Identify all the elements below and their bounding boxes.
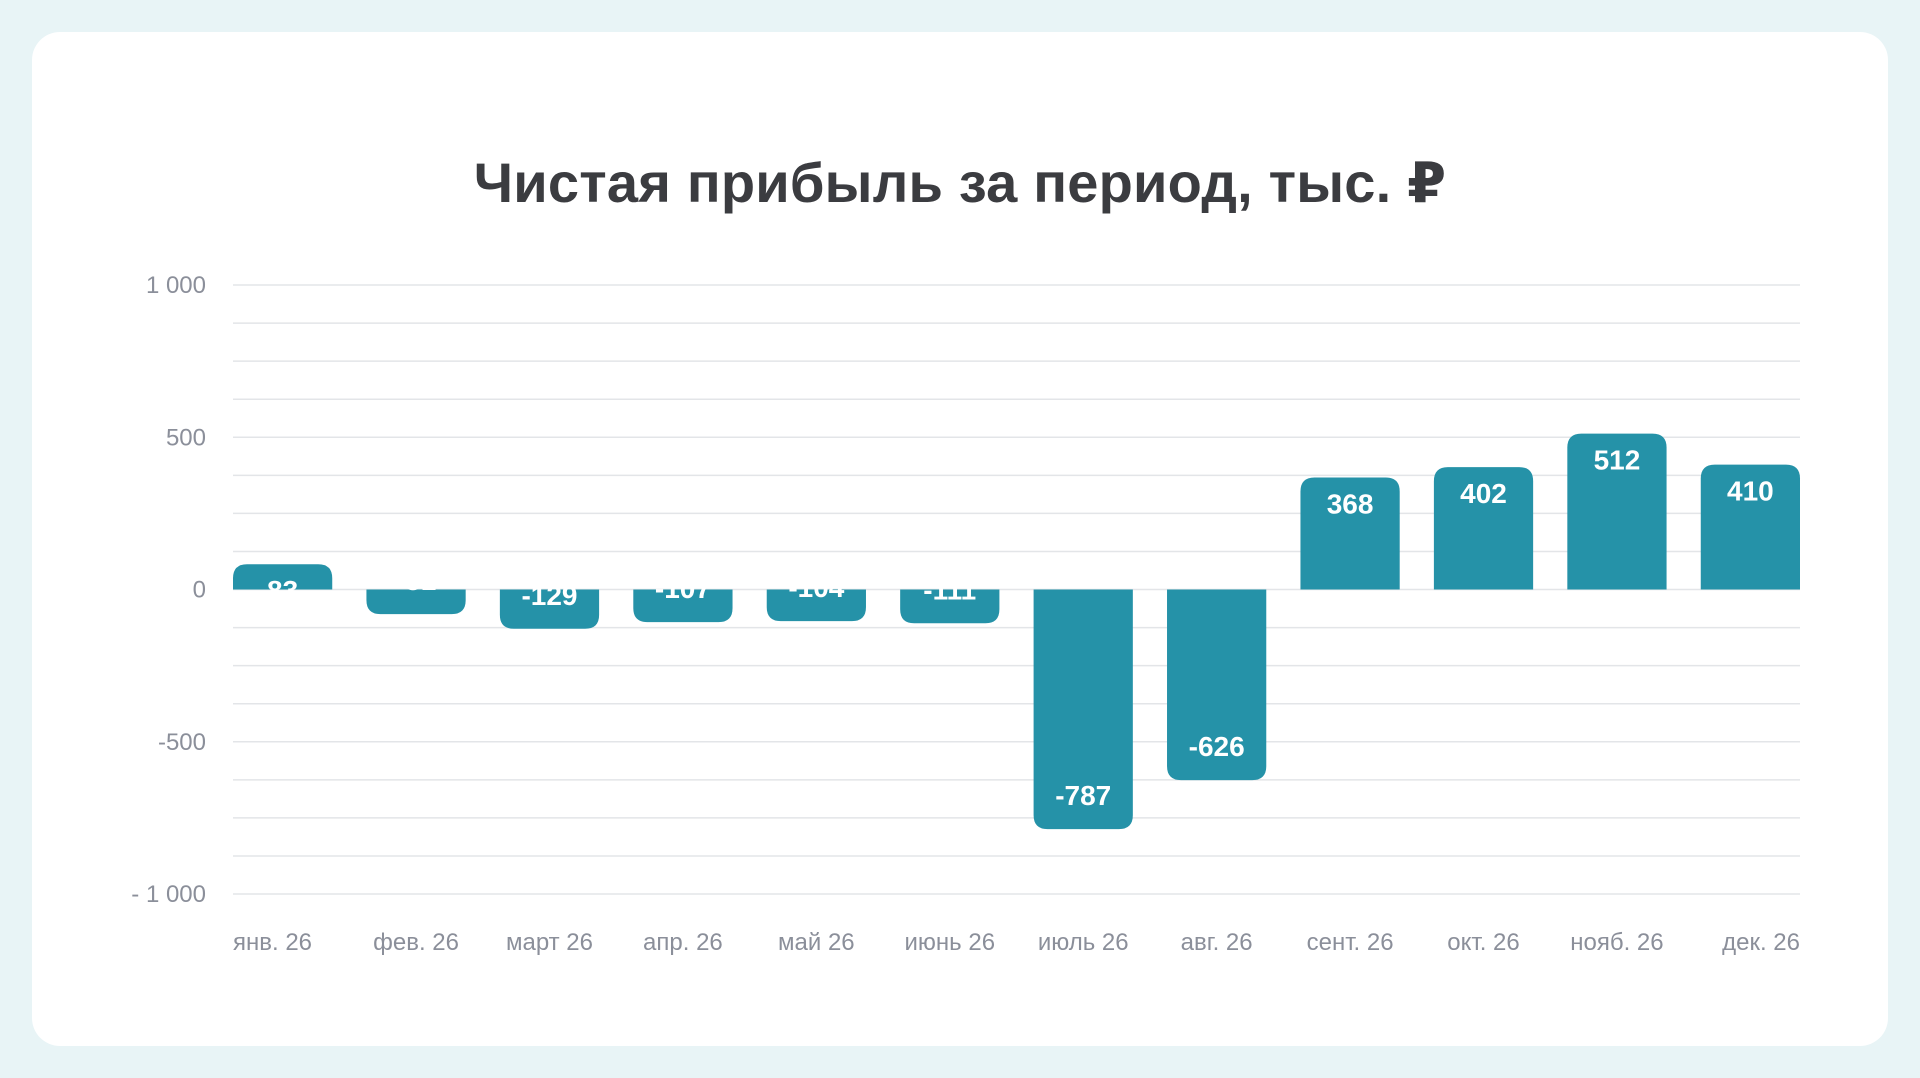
bar-value-label: 512: [1594, 445, 1641, 476]
x-tick-label: нояб. 26: [1570, 929, 1663, 956]
bar-value-label: -129: [521, 580, 577, 611]
x-tick-label: фев. 26: [373, 929, 459, 956]
x-tick-label: июль 26: [1038, 929, 1129, 956]
bar-8: [1300, 477, 1400, 590]
x-tick-label: апр. 26: [643, 929, 723, 956]
bar-value-label: 410: [1727, 476, 1774, 507]
bar-11: [1700, 464, 1800, 590]
bar-3: [633, 589, 733, 623]
bar-value-label: 83: [267, 575, 298, 606]
y-tick-label: 1 000: [146, 272, 206, 299]
x-tick-label: авг. 26: [1181, 929, 1253, 956]
bar-10: [1567, 433, 1667, 590]
bar-4: [766, 589, 866, 622]
bar-1: [366, 589, 466, 615]
x-tick-label: окт. 26: [1447, 929, 1519, 956]
bar-value-label: -81: [396, 565, 436, 596]
y-tick-label: 0: [193, 577, 206, 604]
bar-value-label: -111: [923, 574, 976, 605]
bar-9: [1433, 467, 1534, 590]
bar-value-label: -626: [1189, 731, 1245, 762]
chart-title: Чистая прибыль за период, тыс. ₽: [473, 151, 1447, 214]
bar-value-label: 368: [1327, 488, 1374, 519]
bar-value-label: -104: [788, 572, 844, 603]
y-tick-label: -500: [158, 729, 206, 756]
bar-value-label: -787: [1055, 780, 1111, 811]
bar-2: [499, 589, 600, 629]
x-tick-label: июнь 26: [905, 929, 996, 956]
y-tick-label: - 1 000: [131, 881, 206, 908]
x-tick-label: март 26: [506, 929, 593, 956]
y-tick-label: 500: [166, 424, 206, 451]
x-tick-label: сент. 26: [1307, 929, 1394, 956]
bar-value-label: -107: [655, 573, 711, 604]
bar-7: [1167, 589, 1267, 781]
x-tick-label: дек. 26: [1722, 929, 1800, 956]
bar-6: [1033, 589, 1133, 830]
x-tick-label: янв. 26: [233, 929, 312, 956]
bar-value-label: 402: [1460, 478, 1507, 509]
x-tick-label: май 26: [778, 929, 855, 956]
bar-0: [233, 564, 333, 590]
bar-5: [900, 589, 1000, 624]
